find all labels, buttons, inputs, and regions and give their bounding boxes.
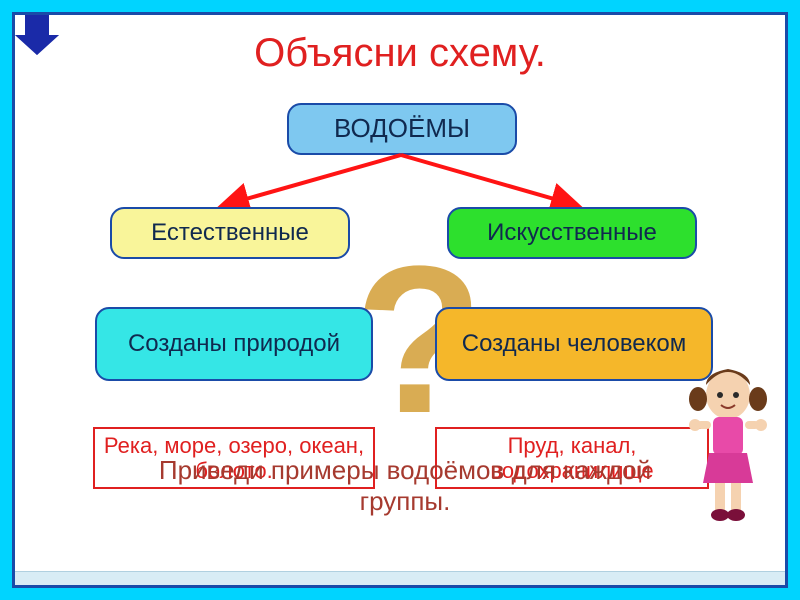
left-chevron-icon — [45, 94, 89, 134]
right-category-node: Искусственные — [447, 207, 697, 259]
right-chevron-icon — [45, 134, 89, 174]
right-description-node: Созданы человеком — [435, 307, 713, 381]
character-icon — [683, 365, 773, 525]
overlay-prompt: Приведи примеры водоёмов для каждой груп… — [155, 455, 655, 517]
inner-frame: Объясни схему. ? ВОДОЁМЫ Естественные — [12, 12, 788, 588]
page-title: Объясни схему. — [45, 31, 755, 76]
left-category-node: Естественные — [110, 207, 350, 259]
bottom-bar — [15, 571, 785, 585]
connector-right — [401, 155, 575, 205]
root-node: ВОДОЁМЫ — [287, 103, 517, 155]
left-description-node: Созданы природой — [95, 307, 373, 381]
connector-left — [225, 155, 401, 205]
outer-frame: Объясни схему. ? ВОДОЁМЫ Естественные — [0, 0, 800, 600]
